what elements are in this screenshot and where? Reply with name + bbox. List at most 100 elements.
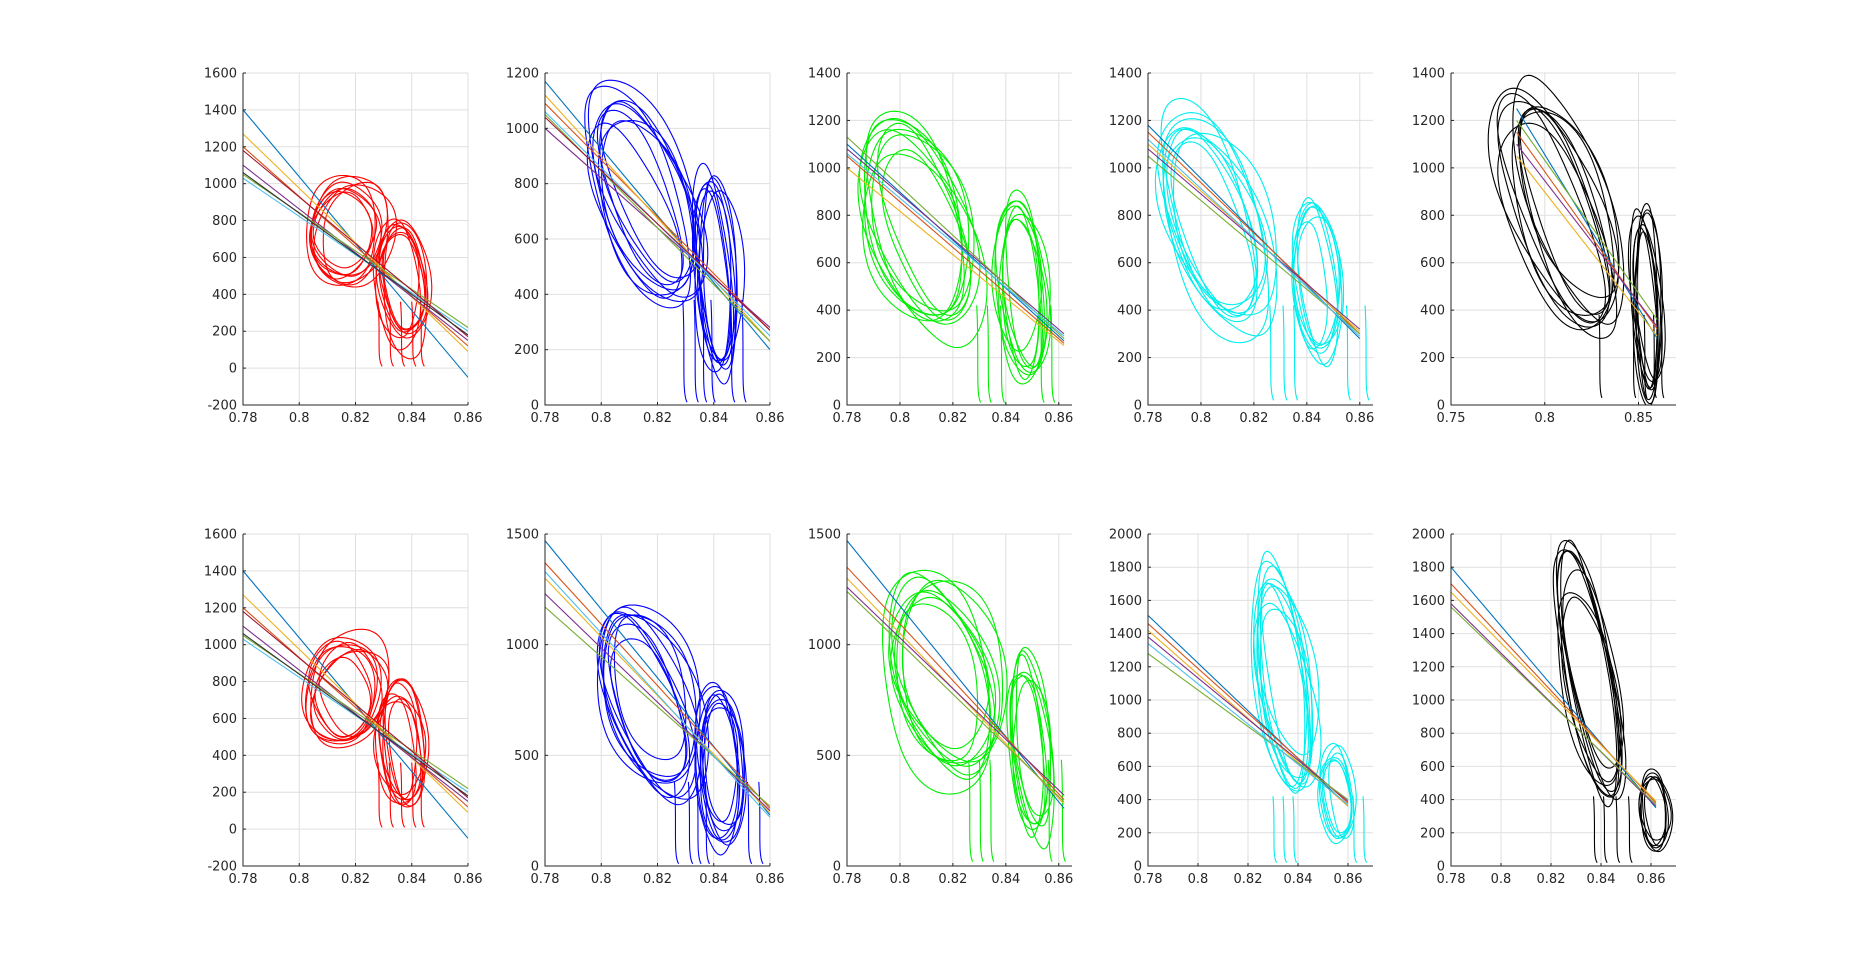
y-tick-label: 1000 xyxy=(506,638,539,653)
y-tick-label: 1500 xyxy=(506,528,539,543)
trace-drop xyxy=(687,781,694,865)
plot-area xyxy=(1148,97,1370,401)
trace-drop xyxy=(1632,314,1637,399)
trace-drop xyxy=(986,305,992,403)
fit-line xyxy=(545,540,770,816)
tick-labels: 0.78 0.8 0.82 0.84 0.86 -200 0 200 400 600 800 1000… xyxy=(204,67,483,427)
x-tick-label: 0.75 xyxy=(1437,411,1466,426)
y-tick-label: 600 xyxy=(1420,760,1445,775)
trace-drop xyxy=(701,299,708,403)
y-tick-label: 800 xyxy=(1420,209,1445,224)
fit-line xyxy=(1516,143,1658,328)
y-tick-label: 0 xyxy=(1437,399,1445,414)
fit-line xyxy=(1148,643,1349,806)
fit-line xyxy=(1148,653,1349,801)
y-tick-label: 1000 xyxy=(808,161,841,176)
y-tick-label: 0 xyxy=(229,362,237,377)
grid xyxy=(544,72,771,406)
trace-loop xyxy=(1643,776,1669,847)
y-tick-label: 1600 xyxy=(204,528,237,543)
trace-loop xyxy=(1162,118,1270,344)
trace-loop xyxy=(314,656,372,738)
y-tick-label: 200 xyxy=(1117,826,1142,841)
trace-loop xyxy=(592,103,709,298)
x-tick-label: 0.8 xyxy=(289,872,310,887)
trace-drop xyxy=(696,781,702,865)
x-tick-label: 0.8 xyxy=(289,411,310,426)
x-tick-label: 0.82 xyxy=(1537,872,1566,887)
y-tick-label: 500 xyxy=(514,749,539,764)
tick-labels: 0.78 0.8 0.82 0.84 0.86 0 200 400 600 800 1000 1200… xyxy=(1109,67,1374,427)
trace-drop xyxy=(1652,314,1657,399)
trace-loop xyxy=(301,637,382,742)
trace-loop xyxy=(1166,128,1259,317)
grid xyxy=(1450,72,1676,406)
grid xyxy=(1147,533,1373,867)
trace-loop xyxy=(1560,539,1618,808)
y-tick-label: 400 xyxy=(1420,793,1445,808)
y-tick-label: 1000 xyxy=(808,638,841,653)
trace-drop xyxy=(1602,796,1608,864)
trace-drop xyxy=(1050,305,1056,403)
trace-loop xyxy=(704,689,745,825)
trace-drop xyxy=(388,762,394,828)
y-tick-label: 800 xyxy=(212,675,237,690)
trace-loop xyxy=(1002,218,1048,368)
trace-loop xyxy=(1156,112,1266,306)
fit-line xyxy=(243,633,468,797)
trace-loop xyxy=(375,223,420,339)
y-tick-label: 400 xyxy=(212,749,237,764)
x-tick-label: 0.85 xyxy=(1624,411,1653,426)
trace-loop xyxy=(1555,540,1620,797)
trace-loop xyxy=(373,695,427,796)
y-tick-label: 200 xyxy=(1420,826,1445,841)
x-tick-label: 0.84 xyxy=(1284,872,1313,887)
trace-loop xyxy=(607,623,687,783)
trace-drop xyxy=(978,759,984,862)
x-tick-label: 0.8 xyxy=(1191,411,1212,426)
trace-loop xyxy=(1154,127,1268,314)
fit-line xyxy=(847,136,1065,340)
x-tick-label: 0.84 xyxy=(1292,411,1321,426)
plot-area xyxy=(243,109,468,378)
fit-line xyxy=(545,562,770,809)
y-tick-label: 800 xyxy=(1117,727,1142,742)
x-tick-label: 0.82 xyxy=(341,411,370,426)
trace-loop xyxy=(603,614,697,777)
trace-loop xyxy=(1172,132,1277,316)
trace-loop xyxy=(1638,775,1667,847)
trace-loop xyxy=(1296,197,1339,368)
trace-loop xyxy=(1639,776,1674,853)
trace-loop xyxy=(1496,92,1607,324)
fit-line xyxy=(243,625,468,802)
y-tick-label: 400 xyxy=(1117,793,1142,808)
subplot-r2-c2: 0.78 0.8 0.82 0.84 0.86 0 500 1000 1500 xyxy=(506,528,785,888)
x-tick-label: 0.86 xyxy=(1044,872,1073,887)
x-tick-label: 0.82 xyxy=(1234,872,1263,887)
y-tick-label: 1400 xyxy=(204,564,237,579)
x-tick-label: 0.86 xyxy=(1637,872,1666,887)
y-tick-label: 1600 xyxy=(1412,594,1445,609)
trace-loop xyxy=(891,576,996,776)
y-tick-label: 1600 xyxy=(1109,594,1142,609)
y-tick-label: 1800 xyxy=(1109,561,1142,576)
plot-area xyxy=(545,540,770,865)
y-tick-label: 600 xyxy=(1117,760,1142,775)
grid xyxy=(242,533,469,867)
trace-drop xyxy=(419,301,425,367)
trace-loop xyxy=(888,591,990,750)
trace-drop xyxy=(989,759,995,862)
trace-drop xyxy=(673,781,680,865)
x-tick-label: 0.78 xyxy=(1437,872,1466,887)
y-tick-label: 1000 xyxy=(1109,161,1142,176)
trace-loop xyxy=(601,606,702,806)
y-tick-label: 0 xyxy=(833,399,841,414)
y-tick-label: 1000 xyxy=(1109,694,1142,709)
trace-loop xyxy=(1321,745,1357,839)
plot-area xyxy=(243,570,468,839)
x-tick-label: 0.86 xyxy=(756,872,785,887)
trace-drop xyxy=(1272,796,1278,864)
y-tick-label: 0 xyxy=(1134,860,1142,875)
trace-drop xyxy=(999,305,1006,403)
x-tick-label: 0.78 xyxy=(1134,872,1163,887)
